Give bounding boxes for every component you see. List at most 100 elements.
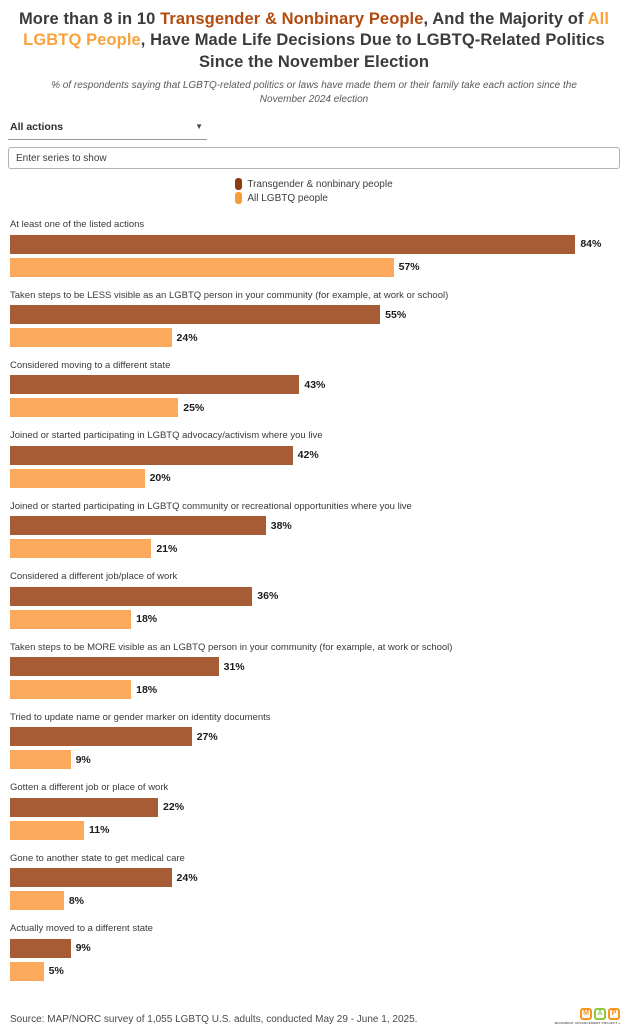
bar-line-all-lgbtq: 5% [10,961,618,981]
bar[interactable] [10,797,159,817]
category-label: Taken steps to be LESS visible as an LGB… [10,289,449,301]
map-logo-tagline: MOVEMENT ADVANCEMENT PROJECT » [554,1021,620,1024]
bar-line-all-lgbtq: 24% [10,328,618,348]
actions-dropdown-value: All actions [10,121,64,134]
category-label: Considered a different job/place of work [10,571,178,583]
bar-line-trans-nonbinary: 31% [10,657,618,677]
bar[interactable] [10,891,64,911]
bar-line-all-lgbtq: 20% [10,468,618,488]
bar-value: 84% [580,238,602,251]
bar[interactable] [10,961,44,981]
bar[interactable] [10,234,576,254]
chevron-down-icon: ▼ [195,122,203,132]
bar[interactable] [10,468,145,488]
legend-item[interactable]: Transgender & nonbinary people [235,178,393,191]
chart-rows: At least one of the listed actions 84% 5… [10,219,618,981]
chart-subtitle: % of respondents saying that LGBTQ-relat… [51,80,577,105]
chart-row: Tried to update name or gender marker on… [10,712,618,770]
bar[interactable] [10,609,132,629]
bar-value: 21% [156,542,178,555]
bar-chart: At least one of the listed actions 84% 5… [0,219,628,981]
category-label: Gotten a different job or place of work [10,782,169,794]
bar-line-all-lgbtq: 11% [10,820,618,840]
chart-footer: Source: MAP/NORC survey of 1,055 LGBTQ U… [0,1007,628,1024]
bar-value: 24% [176,871,198,884]
title-prefix: More than 8 in 10 [18,10,161,28]
bar-value: 42% [297,449,319,462]
bar[interactable] [10,586,253,606]
bar-value: 38% [270,519,292,532]
bar-value: 18% [136,613,158,626]
chart-row: At least one of the listed actions 84% 5… [10,219,618,277]
bar-value: 5% [48,965,64,978]
bar-line-all-lgbtq: 21% [10,539,618,559]
bar[interactable] [10,657,219,677]
title-mid: , And the Majority of [423,10,588,28]
bar[interactable] [10,257,394,277]
bar[interactable] [10,375,300,395]
bar-line-all-lgbtq: 18% [10,609,618,629]
bar[interactable] [10,305,381,325]
legend-item[interactable]: All LGBTQ people [235,192,392,205]
bar-line-all-lgbtq: 57% [10,257,618,277]
bar-value: 31% [223,660,245,673]
bar[interactable] [10,445,293,465]
bar[interactable] [10,938,71,958]
chart-row: Joined or started participating in LGBTQ… [10,500,618,559]
chart-row: Joined or started participating in LGBTQ… [10,430,618,488]
bar-line-trans-nonbinary: 43% [10,375,618,395]
bar[interactable] [10,680,132,700]
bar-line-trans-nonbinary: 42% [10,445,618,465]
bar-line-trans-nonbinary: 27% [10,727,618,747]
bar-line-trans-nonbinary: 84% [10,234,618,254]
legend-swatch [235,192,243,205]
bar[interactable] [10,539,152,559]
legend-swatch [235,178,243,191]
bar-value: 9% [75,942,91,955]
category-label: Considered moving to a different state [10,360,171,372]
bar-value: 11% [89,824,110,837]
category-label: Taken steps to be MORE visible as an LGB… [10,641,453,653]
legend-label: All LGBTQ people [247,192,328,204]
bar-line-all-lgbtq: 9% [10,750,618,770]
bar-line-trans-nonbinary: 36% [10,586,618,606]
series-search-input[interactable] [8,147,620,170]
bar[interactable] [10,328,172,348]
chart-row: Gone to another state to get medical car… [10,852,618,911]
bar[interactable] [10,750,71,770]
bar-value: 57% [398,261,420,274]
bar-line-all-lgbtq: 25% [10,398,618,418]
chart-row: Actually moved to a different state 9% 5… [10,923,618,981]
bar[interactable] [10,516,266,536]
map-logo: M A P MOVEMENT ADVANCEMENT PROJECT » [494,1007,620,1024]
chart-row: Taken steps to be LESS visible as an LGB… [10,289,618,348]
logo-letter-a: A [594,1007,606,1020]
category-label: Joined or started participating in LGBTQ… [10,500,412,512]
bar-line-trans-nonbinary: 22% [10,797,618,817]
actions-dropdown[interactable]: All actions ▼ [8,119,207,141]
legend-label: Transgender & nonbinary people [247,178,393,190]
title-suffix: , Have Made Life Decisions Due to LGBTQ-… [140,31,605,71]
category-label: Gone to another state to get medical car… [10,852,185,864]
chart-legend: Transgender & nonbinary people All LGBTQ… [235,178,393,205]
bar[interactable] [10,820,85,840]
chart-row: Gotten a different job or place of work … [10,782,618,840]
bar-value: 24% [176,331,198,344]
bar-line-all-lgbtq: 8% [10,891,618,911]
logo-letter-p: P [608,1007,620,1020]
bar-line-trans-nonbinary: 24% [10,868,618,888]
bar[interactable] [10,398,179,418]
map-logo-letters: M A P [580,1007,620,1020]
bar-value: 25% [183,401,205,414]
bar[interactable] [10,727,192,747]
category-label: Tried to update name or gender marker on… [10,712,271,724]
bar-line-trans-nonbinary: 38% [10,516,618,536]
category-label: Joined or started participating in LGBTQ… [10,430,323,442]
chart-row: Taken steps to be MORE visible as an LGB… [10,641,618,700]
bar[interactable] [10,868,172,888]
bar-value: 18% [136,683,158,696]
category-label: At least one of the listed actions [10,219,145,231]
bar-value: 36% [257,590,279,603]
title-accent-all-lgbtq: All LGBTQ People [23,10,610,50]
